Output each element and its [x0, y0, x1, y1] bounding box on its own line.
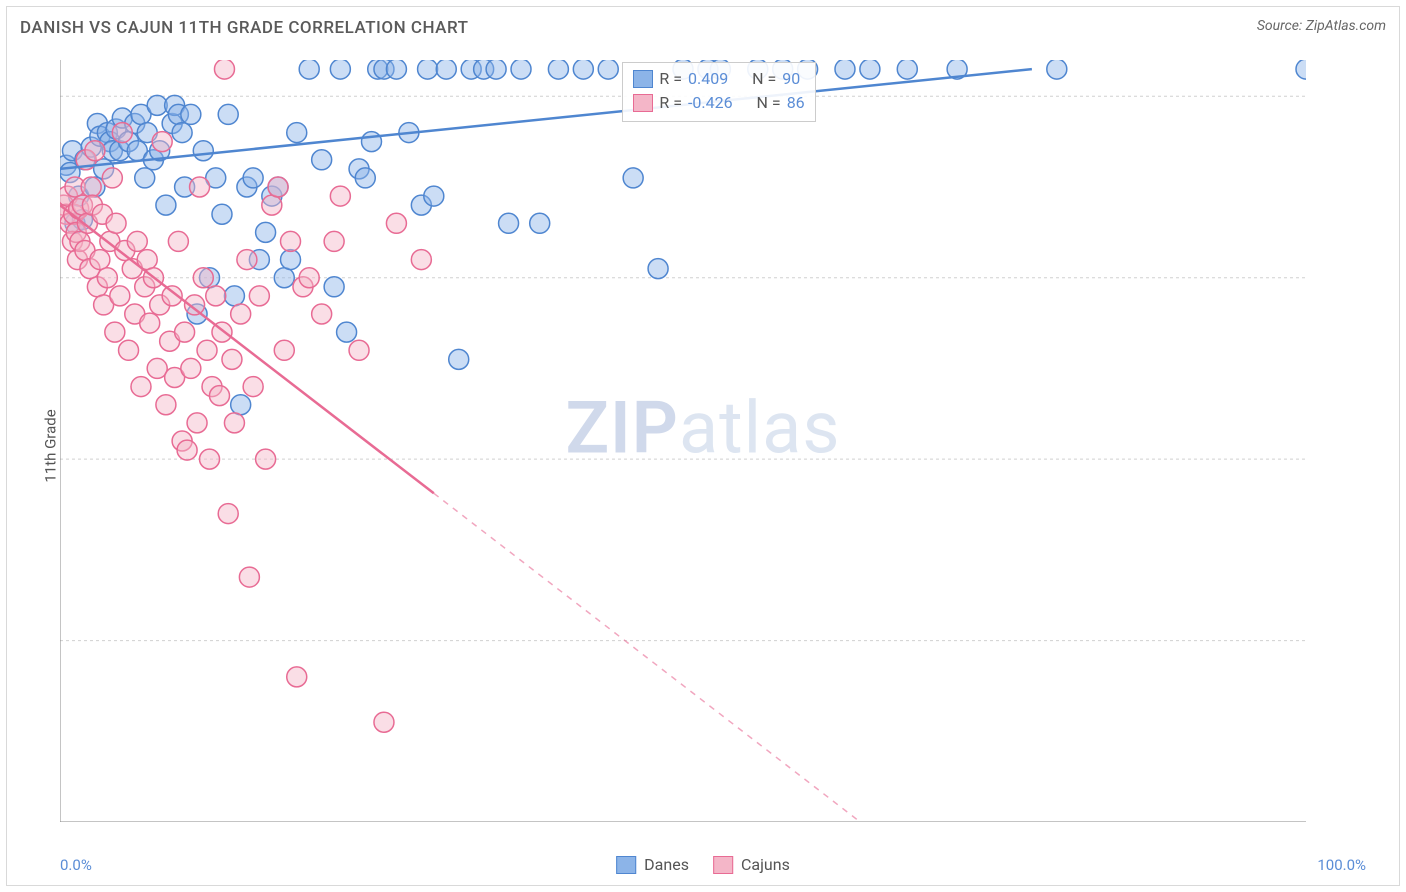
legend-label: Danes [644, 855, 689, 874]
y-axis-label: 11th Grade [42, 409, 60, 482]
source-attribution: Source: ZipAtlas.com [1257, 18, 1386, 34]
legend-swatch [713, 856, 733, 874]
series-legend: Danes Cajuns [616, 855, 790, 874]
series-swatch [633, 94, 653, 112]
x-axis-min-label: 0.0% [60, 856, 92, 874]
plot-area: 70.0%80.0%90.0%100.0% [60, 60, 1306, 822]
chart-title: DANISH VS CAJUN 11TH GRADE CORRELATION C… [20, 18, 468, 38]
legend-item: Cajuns [713, 855, 790, 874]
legend-item: Danes [616, 855, 689, 874]
series-swatch [633, 70, 653, 88]
stats-row: R = 0.409 N = 90 [633, 67, 804, 91]
scatter-svg: 70.0%80.0%90.0%100.0% [60, 60, 1306, 822]
legend-label: Cajuns [741, 855, 790, 874]
legend-swatch [616, 856, 636, 874]
stats-row: R = -0.426 N = 86 [633, 91, 804, 115]
x-axis-max-label: 100.0% [1317, 856, 1366, 874]
stats-legend: R = 0.409 N = 90 R = -0.426 N = 86 [622, 62, 815, 122]
